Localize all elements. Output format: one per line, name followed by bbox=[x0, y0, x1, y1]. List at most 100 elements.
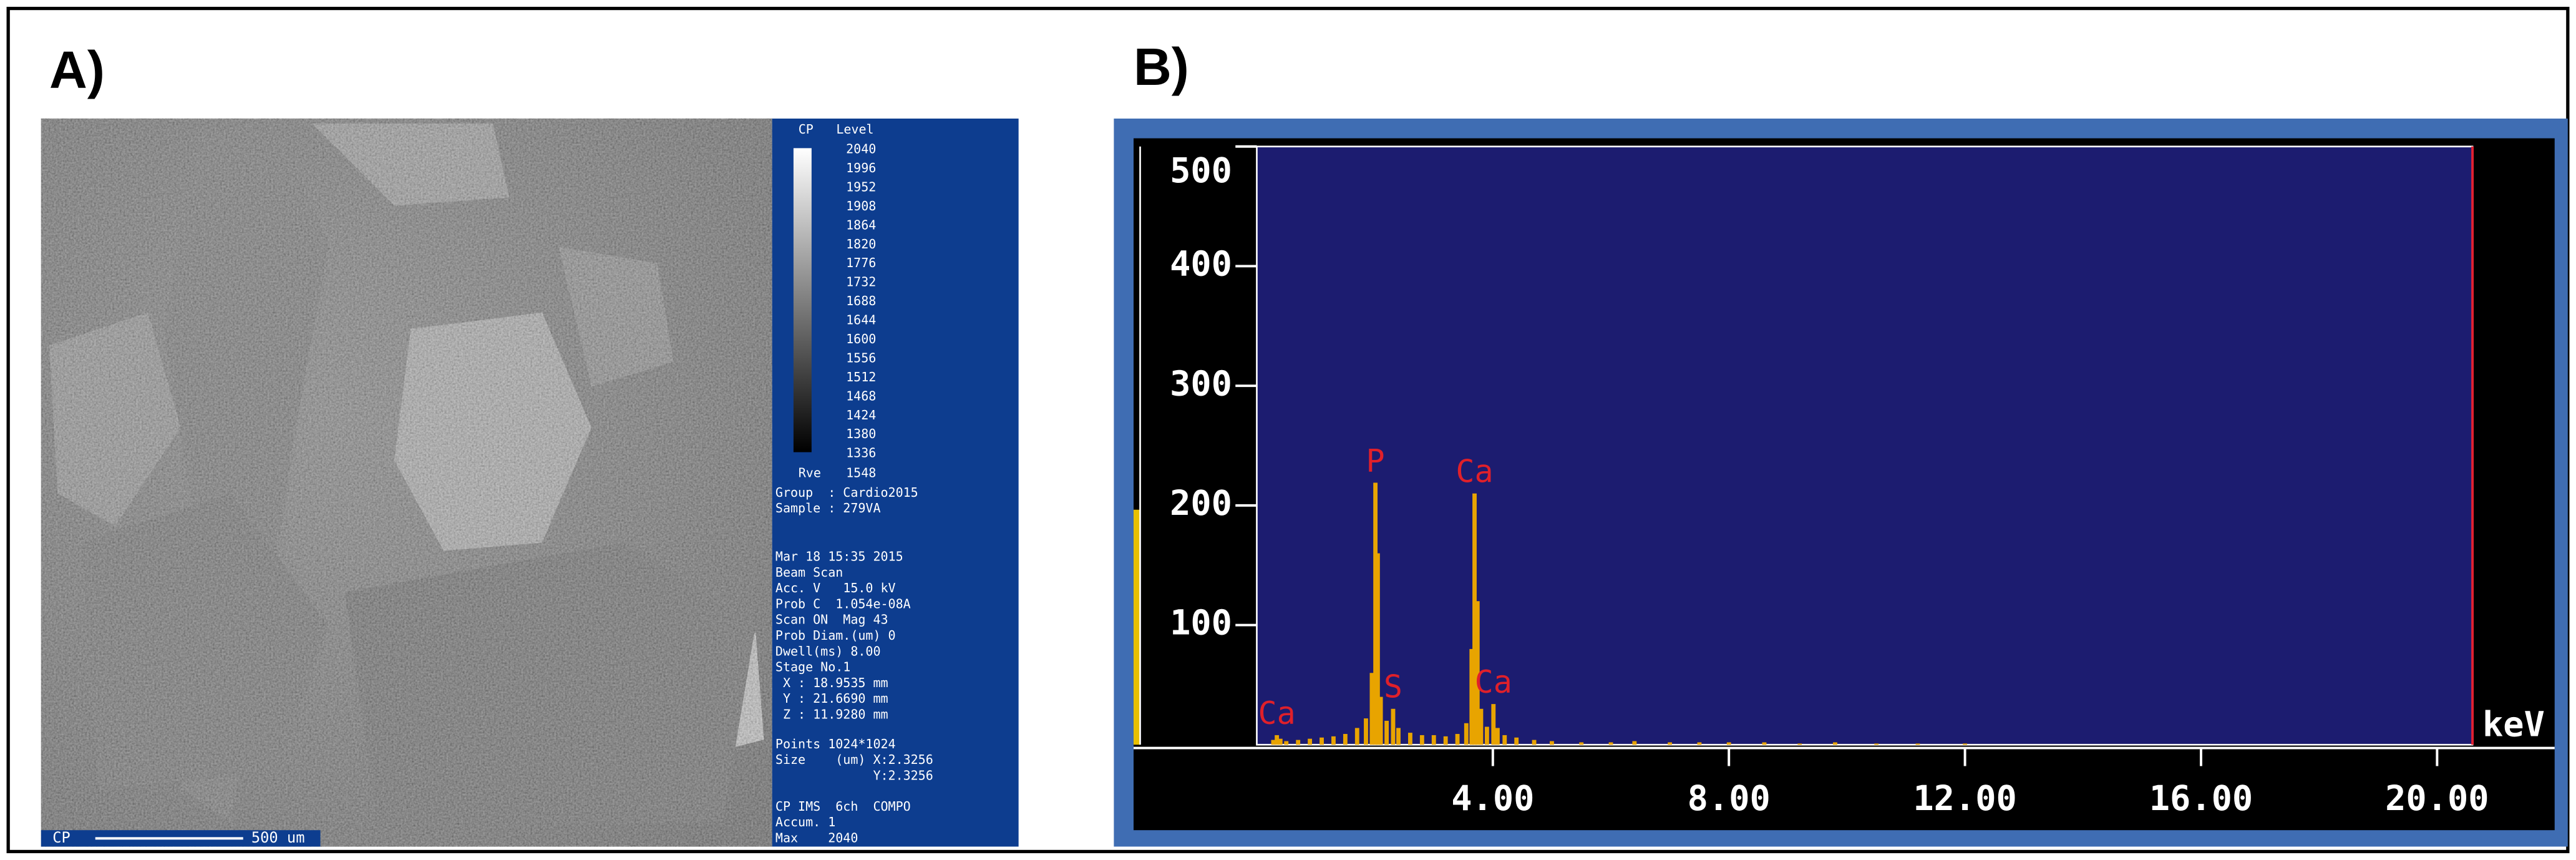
spectrum-bar bbox=[1697, 742, 1702, 745]
info-line: Dwell(ms) 8.00 bbox=[775, 643, 881, 658]
bar-header: CP bbox=[799, 122, 814, 137]
level-value: 1556 bbox=[846, 350, 876, 365]
spectrum-bar bbox=[1407, 733, 1412, 745]
y-tick-label: 300 bbox=[1170, 364, 1232, 404]
spectrum-bar bbox=[1668, 742, 1673, 745]
ave-value: 1548 bbox=[846, 465, 876, 480]
spectrum-bar bbox=[1369, 673, 1374, 745]
info-panel bbox=[772, 118, 1019, 847]
spectrum-bar bbox=[1375, 553, 1380, 745]
level-value: 1512 bbox=[846, 369, 876, 384]
count-indicator bbox=[1133, 509, 1140, 745]
spectrum-bar bbox=[1384, 720, 1389, 745]
level-value: 1952 bbox=[846, 179, 876, 194]
spectrum-bar bbox=[1296, 740, 1301, 745]
spectrum-bar bbox=[1608, 742, 1613, 745]
info-line: Z : 11.9280 mm bbox=[775, 706, 888, 721]
x-axis-label: keV bbox=[2482, 705, 2545, 745]
spectrum-bar bbox=[1579, 742, 1584, 745]
level-value: 1424 bbox=[846, 408, 876, 423]
level-value: 1820 bbox=[846, 237, 876, 252]
level-value: 1864 bbox=[846, 217, 876, 232]
spectrum-bar bbox=[1271, 740, 1276, 745]
info-line: Group : Cardio2015 bbox=[775, 485, 918, 500]
level-value: 1996 bbox=[846, 160, 876, 175]
peak-label: Ca bbox=[1258, 695, 1296, 731]
scalebar-label: 500 um bbox=[251, 829, 305, 846]
sem-image bbox=[41, 118, 772, 847]
info-line: Mar 18 15:35 2015 bbox=[775, 549, 903, 564]
spectrum-bar bbox=[1378, 696, 1383, 745]
spectrum-bar bbox=[1874, 743, 1879, 745]
spectrum-bar bbox=[1464, 723, 1469, 745]
info-line: X : 18.9535 mm bbox=[775, 675, 888, 690]
level-value: 2040 bbox=[846, 142, 876, 157]
panel-label: A) bbox=[49, 41, 105, 99]
spectrum-bar bbox=[1331, 736, 1336, 745]
level-value: 1468 bbox=[846, 388, 876, 403]
spectrum-bar bbox=[1479, 708, 1484, 745]
panel-label: B) bbox=[1134, 37, 1189, 96]
y-tick-label: 500 bbox=[1170, 151, 1232, 191]
info-line: Y:2.3256 bbox=[775, 768, 933, 783]
x-tick-label: 20.00 bbox=[2385, 779, 2489, 819]
spectrum-bar bbox=[1532, 740, 1537, 745]
spectrum-bar bbox=[1495, 728, 1500, 745]
spectrum-bar bbox=[1419, 735, 1424, 745]
spectrum-bar bbox=[1833, 742, 1837, 745]
spectrum-bar bbox=[1364, 718, 1368, 745]
info-line: Max 2040 bbox=[775, 830, 858, 845]
info-line: Prob Diam.(um) 0 bbox=[775, 628, 896, 643]
level-value: 1688 bbox=[846, 293, 876, 308]
spectrum-bar bbox=[1343, 734, 1348, 745]
spectrum-bar bbox=[1455, 734, 1460, 745]
info-line: Accum. 1 bbox=[775, 814, 835, 829]
spectrum-bar bbox=[1469, 648, 1474, 745]
info-line: CP IMS 6ch COMPO bbox=[775, 799, 911, 814]
spectrum-bar bbox=[1472, 493, 1477, 745]
x-tick-label: 4.00 bbox=[1451, 779, 1534, 819]
spectrum-bar bbox=[1632, 741, 1637, 745]
spectrum-bar bbox=[1963, 743, 1968, 745]
ave-label: Rve bbox=[799, 465, 821, 480]
level-value: 1336 bbox=[846, 446, 876, 461]
level-value: 1380 bbox=[846, 426, 876, 441]
spectrum-bar bbox=[1320, 737, 1324, 745]
y-tick-label: 400 bbox=[1170, 245, 1232, 285]
spectrum-bar bbox=[1354, 728, 1359, 745]
info-line: Prob C 1.054e-08A bbox=[775, 596, 911, 611]
level-value: 1600 bbox=[846, 331, 876, 346]
info-line: Beam Scan bbox=[775, 565, 843, 580]
x-tick-label: 12.00 bbox=[1913, 779, 2016, 819]
info-line: Y : 21.6690 mm bbox=[775, 691, 888, 706]
info-line: Size (um) X:2.3256 bbox=[775, 752, 933, 767]
spectrum-bar bbox=[1726, 742, 1731, 745]
spectrum-bar bbox=[1502, 735, 1507, 745]
spectrum-bar bbox=[1491, 704, 1496, 745]
plot-area bbox=[1256, 145, 2474, 746]
level-value: 1908 bbox=[846, 198, 876, 213]
spectrum-bar bbox=[1762, 742, 1767, 745]
y-tick-label: 100 bbox=[1170, 603, 1232, 643]
scalebar-mode: CP bbox=[52, 829, 70, 846]
y-tick-label: 200 bbox=[1170, 484, 1232, 524]
level-value: 1644 bbox=[846, 313, 876, 328]
spectrum-bar bbox=[1484, 726, 1489, 745]
peak-label: Ca bbox=[1475, 664, 1512, 700]
info-line: Points 1024*1024 bbox=[775, 736, 896, 751]
spectrum-bar bbox=[1275, 735, 1280, 745]
spectrum-bar bbox=[1308, 738, 1313, 745]
spectrum-bar bbox=[1514, 737, 1519, 745]
spectrum-bar bbox=[1373, 482, 1378, 745]
info-line: Sample : 279VA bbox=[775, 501, 881, 516]
info-line: Scan ON Mag 43 bbox=[775, 612, 888, 627]
level-header: Level bbox=[836, 122, 873, 137]
level-value: 1732 bbox=[846, 275, 876, 290]
spectrum-bar bbox=[1396, 728, 1401, 745]
spectrum-bar bbox=[1431, 735, 1436, 745]
info-line: Stage No.1 bbox=[775, 660, 850, 675]
x-tick-label: 8.00 bbox=[1688, 779, 1771, 819]
spectrum-bar bbox=[1475, 601, 1480, 745]
spectrum-bar bbox=[1391, 708, 1396, 745]
